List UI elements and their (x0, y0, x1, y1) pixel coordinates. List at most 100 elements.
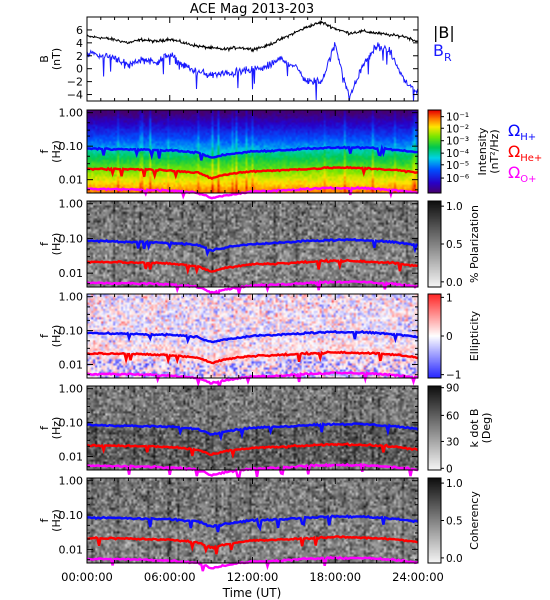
colorbar-title: % Polarization (468, 205, 481, 283)
y-tick-label: 0.01 (59, 543, 84, 556)
y-tick-label: 6 (76, 24, 83, 37)
x-axis-ticks: 00:00:00 06:00:00 12:00:00 18:00:00 24:00:00 (61, 570, 444, 584)
colorbar-tick-label: 0.5 (446, 516, 463, 528)
colorbar-tick-label: 10⁻³ (446, 136, 469, 148)
y-tick-label: −2 (67, 76, 83, 89)
panel-polarization: 1.00 0.10 0.01 f (Hz) 1.0 0.5 0.0 % Polarization (38, 198, 481, 301)
colorbar-tick-label: 0 (446, 331, 453, 343)
legend-h-plus: ΩH+ (508, 121, 536, 143)
y-tick-label: 0.01 (59, 359, 84, 372)
panel-wave-normal: 1.00 0.10 0.01 f (Hz) 90 60 30 0 k dot B (Deg) (38, 383, 493, 482)
y-tick-label: 0.10 (59, 509, 84, 522)
legend-b-radial: BR (433, 41, 452, 64)
y-tick-label: 0.10 (59, 417, 84, 430)
y-tick-label: 2 (76, 50, 83, 63)
x-tick-label: 06:00:00 (144, 570, 196, 584)
y-axis-unit: (Hz) (50, 325, 63, 348)
legend-b-radial-main: B (433, 41, 444, 60)
colorbar-tick-label: 0.0 (446, 553, 463, 565)
x-tick-label: 12:00:00 (227, 570, 279, 584)
legend-o-plus: ΩO+ (508, 163, 536, 185)
colorbar-gradient (428, 201, 441, 287)
y-tick-label: 0.10 (59, 325, 84, 338)
colorbar-tick-label: 60 (446, 410, 459, 422)
colorbar-title: k dot B (468, 409, 481, 448)
colorbar-tick-label: 0 (446, 463, 453, 475)
legend-he-plus-main: Ω (508, 142, 520, 161)
y-axis-title: f (38, 517, 51, 522)
colorbar-gradient (428, 110, 441, 193)
colorbar-unit: (nT²/Hz) (488, 129, 501, 173)
panel-intensity: 1.00 0.10 0.01 f (Hz) 10⁻¹10⁻²10⁻³10⁻⁴10⁻⁵10⁻… (38, 107, 501, 200)
x-axis-title: Time (UT) (222, 586, 282, 600)
colorbar-tick-label: −1 (446, 370, 461, 382)
y-axis-unit: (Hz) (50, 140, 63, 163)
x-tick-label: 24:00:00 (392, 570, 444, 584)
y-tick-label: 1.00 (59, 475, 84, 488)
y-tick-label: 0 (76, 63, 83, 76)
colorbar-tick-label: 1.0 (446, 478, 463, 490)
colorbar-tick-label: 10⁻⁶ (446, 173, 469, 185)
colorbar-tick-label: 10⁻⁵ (446, 160, 469, 172)
x-tick-label: 00:00:00 (61, 570, 113, 584)
panel-coherency: 1.00 0.10 0.01 f (Hz) 1.0 0.5 0.0 Coherency (38, 475, 481, 572)
colorbar-tick-label: 1 (446, 292, 453, 304)
y-tick-label: 0.01 (59, 451, 84, 464)
legend-he-plus: ΩHe+ (508, 142, 542, 164)
y-axis-title: f (38, 425, 51, 430)
x-tick-label: 18:00:00 (309, 570, 361, 584)
y-axis-unit: (Hz) (50, 509, 63, 532)
y-axis-unit: (Hz) (50, 417, 63, 440)
y-axis-title: B (38, 55, 51, 63)
y-tick-label: 0.01 (59, 174, 84, 187)
panel-ellipticity: 1.00 0.10 0.01 f (Hz) 1 0 −1 Ellipticity (38, 291, 481, 392)
colorbar-gradient (428, 294, 441, 378)
legend-o-plus-main: Ω (508, 163, 520, 182)
colorbar-tick-label: 1.0 (446, 201, 463, 213)
y-axis-title: f (38, 333, 51, 338)
y-tick-label: 0.10 (59, 140, 84, 153)
colorbar-gradient (428, 386, 441, 470)
panel-polarization-gyro-he-plus-line (86, 258, 419, 276)
panel-intensity-gyro-he-plus-line (87, 165, 419, 181)
panel-polarization-gyro-h-plus-line (86, 237, 419, 258)
y-tick-label: 1.00 (59, 291, 84, 304)
y-axis-unit: (nT) (50, 48, 63, 70)
legend-h-plus-sub: H+ (520, 132, 536, 143)
y-tick-label: 1.00 (59, 107, 84, 120)
colorbar-tick-label: 10⁻⁴ (446, 148, 469, 160)
panel-coherency-gyro-h-plus-line (86, 514, 419, 533)
colorbar-gradient (428, 478, 441, 563)
panel-coherency-gyro-he-plus-line (86, 535, 418, 555)
colorbar-frame (427, 109, 442, 194)
colorbar-tick-label: 0.0 (446, 277, 463, 289)
colorbar-tick-label: 10⁻¹ (446, 112, 469, 124)
colorbar-tick-label: 30 (446, 436, 459, 448)
y-axis-unit: (Hz) (50, 233, 63, 256)
y-tick-label: 1.00 (59, 198, 84, 211)
series-b-total-line (86, 20, 419, 53)
colorbar-frame (427, 385, 442, 471)
legend-b-total: |B| (433, 23, 455, 42)
colorbar-unit: (Deg) (480, 413, 493, 444)
panel-wave-normal-gyro-he-plus-line (86, 442, 419, 460)
panel-ellipticity-gyro-he-plus-line (87, 350, 419, 365)
legend-o-plus-sub: O+ (520, 174, 536, 185)
y-tick-label: 4 (76, 37, 83, 50)
colorbar-tick-label: 10⁻² (446, 123, 469, 135)
y-tick-label: −4 (67, 89, 83, 102)
legend-b-radial-sub: R (444, 51, 452, 64)
panel-ellipticity-gyro-h-plus-line (87, 329, 419, 345)
colorbar-title: Ellipticity (468, 310, 481, 361)
series-b-radial-line (86, 42, 419, 102)
colorbar-tick-label: 0.5 (446, 239, 463, 251)
colorbar-tick-label: 90 (446, 383, 459, 395)
figure-title: ACE Mag 2013-203 (190, 2, 314, 17)
y-axis-title: f (38, 148, 51, 153)
panel-intensity-gyro-h-plus-line (87, 143, 418, 161)
y-tick-label: 1.00 (59, 383, 84, 396)
y-tick-label: 0.10 (59, 232, 84, 245)
